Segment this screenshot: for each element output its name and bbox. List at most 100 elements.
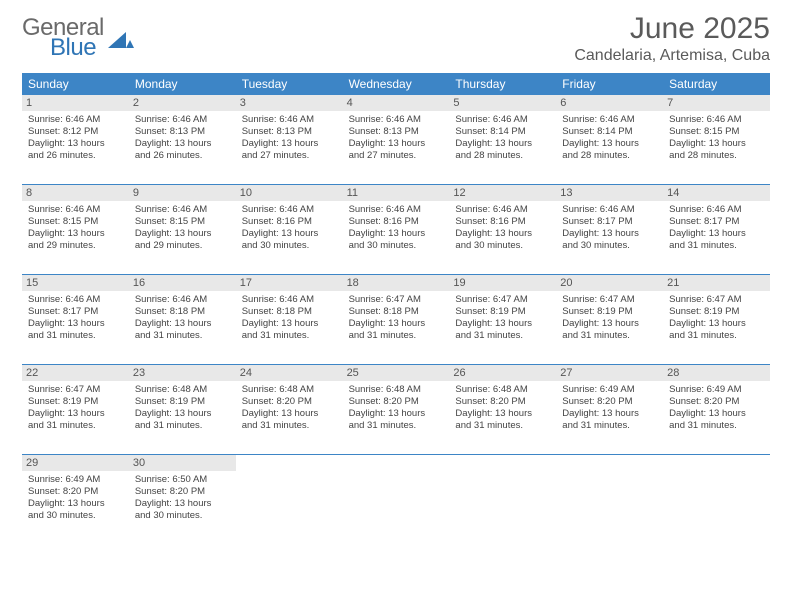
day-number: 10 [236,185,343,201]
day-info: Sunrise: 6:48 AMSunset: 8:19 PMDaylight:… [135,384,230,432]
sunset-text: Sunset: 8:19 PM [28,396,123,408]
sunset-text: Sunset: 8:19 PM [669,306,764,318]
day-number: 28 [663,365,770,381]
sunset-text: Sunset: 8:20 PM [455,396,550,408]
day-cell: 5Sunrise: 6:46 AMSunset: 8:14 PMDaylight… [449,95,556,184]
sunset-text: Sunset: 8:17 PM [562,216,657,228]
sunrise-text: Sunrise: 6:46 AM [455,114,550,126]
logo-text: General Blue [22,16,104,60]
day-cell: 13 Sunrise: 6:46 AMSunset: 8:17 PMDayligh… [556,185,663,274]
daylight-text: Daylight: 13 hours and 31 minutes. [562,408,657,432]
sunset-text: Sunset: 8:20 PM [135,486,230,498]
daylight-text: Daylight: 13 hours and 31 minutes. [349,408,444,432]
sunrise-text: Sunrise: 6:46 AM [562,204,657,216]
day-number: 13 [556,185,663,201]
daylight-text: Daylight: 13 hours and 30 minutes. [349,228,444,252]
day-number: 22 [22,365,129,381]
calendar-week: 1Sunrise: 6:46 AMSunset: 8:12 PMDaylight… [22,95,770,185]
daylight-text: Daylight: 13 hours and 31 minutes. [242,408,337,432]
day-info: Sunrise: 6:48 AMSunset: 8:20 PMDaylight:… [242,384,337,432]
day-info: Sunrise: 6:46 AMSunset: 8:17 PMDaylight:… [669,204,764,252]
sunset-text: Sunset: 8:18 PM [242,306,337,318]
daylight-text: Daylight: 13 hours and 31 minutes. [562,318,657,342]
sunrise-text: Sunrise: 6:47 AM [455,294,550,306]
empty-cell [449,455,556,544]
location: Candelaria, Artemisa, Cuba [574,47,770,65]
sunrise-text: Sunrise: 6:46 AM [349,204,444,216]
daylight-text: Daylight: 13 hours and 29 minutes. [135,228,230,252]
daylight-text: Daylight: 13 hours and 31 minutes. [455,408,550,432]
calendar-week: 29Sunrise: 6:49 AMSunset: 8:20 PMDayligh… [22,455,770,544]
day-cell: 4Sunrise: 6:46 AMSunset: 8:13 PMDaylight… [343,95,450,184]
day-cell: 22Sunrise: 6:47 AMSunset: 8:19 PMDayligh… [22,365,129,454]
day-number: 23 [129,365,236,381]
day-cell: 15 Sunrise: 6:46 AMSunset: 8:17 PMDayligh… [22,275,129,364]
sunrise-text: Sunrise: 6:46 AM [135,204,230,216]
empty-cell [663,455,770,544]
sunset-text: Sunset: 8:19 PM [562,306,657,318]
day-number: 1 [22,95,129,111]
sunset-text: Sunset: 8:16 PM [242,216,337,228]
sunrise-text: Sunrise: 6:48 AM [455,384,550,396]
weekday-label: Tuesday [236,73,343,95]
day-cell: 12Sunrise: 6:46 AMSunset: 8:16 PMDayligh… [449,185,556,274]
month-title: June 2025 [574,12,770,45]
calendar-grid: 1Sunrise: 6:46 AMSunset: 8:12 PMDaylight… [22,95,770,544]
day-info: Sunrise: 6:50 AMSunset: 8:20 PMDaylight:… [135,474,230,522]
day-number: 7 [663,95,770,111]
sunset-text: Sunset: 8:13 PM [242,126,337,138]
day-info: Sunrise: 6:46 AMSunset: 8:15 PMDaylight:… [135,204,230,252]
day-info: Sunrise: 6:46 AMSunset: 8:13 PMDaylight:… [135,114,230,162]
header: General Blue June 2025 Candelaria, Artem… [22,12,770,65]
sunrise-text: Sunrise: 6:49 AM [669,384,764,396]
day-cell: 19Sunrise: 6:47 AMSunset: 8:19 PMDayligh… [449,275,556,364]
day-number: 6 [556,95,663,111]
sunset-text: Sunset: 8:18 PM [349,306,444,318]
sunset-text: Sunset: 8:15 PM [669,126,764,138]
day-cell: 29Sunrise: 6:49 AMSunset: 8:20 PMDayligh… [22,455,129,544]
day-number: 14 [663,185,770,201]
title-block: June 2025 Candelaria, Artemisa, Cuba [574,12,770,65]
day-cell: 8Sunrise: 6:46 AMSunset: 8:15 PMDaylight… [22,185,129,274]
logo-word-2: Blue [50,36,104,60]
sunrise-text: Sunrise: 6:46 AM [562,114,657,126]
sunrise-text: Sunrise: 6:50 AM [135,474,230,486]
day-info: Sunrise: 6:47 AMSunset: 8:19 PMDaylight:… [455,294,550,342]
sunrise-text: Sunrise: 6:46 AM [28,114,123,126]
day-number: 30 [129,455,236,471]
sunrise-text: Sunrise: 6:46 AM [242,114,337,126]
weekday-label: Friday [556,73,663,95]
day-info: Sunrise: 6:47 AMSunset: 8:19 PMDaylight:… [562,294,657,342]
logo-mark-icon [108,26,134,53]
day-cell: 23 Sunrise: 6:48 AMSunset: 8:19 PMDayligh… [129,365,236,454]
sunrise-text: Sunrise: 6:46 AM [242,294,337,306]
daylight-text: Daylight: 13 hours and 28 minutes. [562,138,657,162]
day-number: 12 [449,185,556,201]
day-cell: 14 Sunrise: 6:46 AMSunset: 8:17 PMDayligh… [663,185,770,274]
day-info: Sunrise: 6:49 AMSunset: 8:20 PMDaylight:… [669,384,764,432]
weekday-label: Wednesday [343,73,450,95]
daylight-text: Daylight: 13 hours and 31 minutes. [669,228,764,252]
day-cell: 20Sunrise: 6:47 AMSunset: 8:19 PMDayligh… [556,275,663,364]
day-number: 3 [236,95,343,111]
sunrise-text: Sunrise: 6:47 AM [669,294,764,306]
calendar-week: 8Sunrise: 6:46 AMSunset: 8:15 PMDaylight… [22,185,770,275]
day-number: 9 [129,185,236,201]
sunset-text: Sunset: 8:15 PM [135,216,230,228]
day-info: Sunrise: 6:46 AMSunset: 8:17 PMDaylight:… [28,294,123,342]
sunset-text: Sunset: 8:19 PM [135,396,230,408]
day-cell: 30 Sunrise: 6:50 AMSunset: 8:20 PMDayligh… [129,455,236,544]
sunset-text: Sunset: 8:13 PM [349,126,444,138]
day-info: Sunrise: 6:46 AMSunset: 8:16 PMDaylight:… [242,204,337,252]
daylight-text: Daylight: 13 hours and 28 minutes. [669,138,764,162]
daylight-text: Daylight: 13 hours and 29 minutes. [28,228,123,252]
daylight-text: Daylight: 13 hours and 31 minutes. [669,318,764,342]
day-info: Sunrise: 6:48 AMSunset: 8:20 PMDaylight:… [349,384,444,432]
sunset-text: Sunset: 8:20 PM [562,396,657,408]
day-number: 25 [343,365,450,381]
day-number: 15 [22,275,129,291]
sunrise-text: Sunrise: 6:46 AM [28,204,123,216]
sunrise-text: Sunrise: 6:47 AM [28,384,123,396]
day-info: Sunrise: 6:46 AMSunset: 8:17 PMDaylight:… [562,204,657,252]
day-info: Sunrise: 6:46 AMSunset: 8:18 PMDaylight:… [242,294,337,342]
